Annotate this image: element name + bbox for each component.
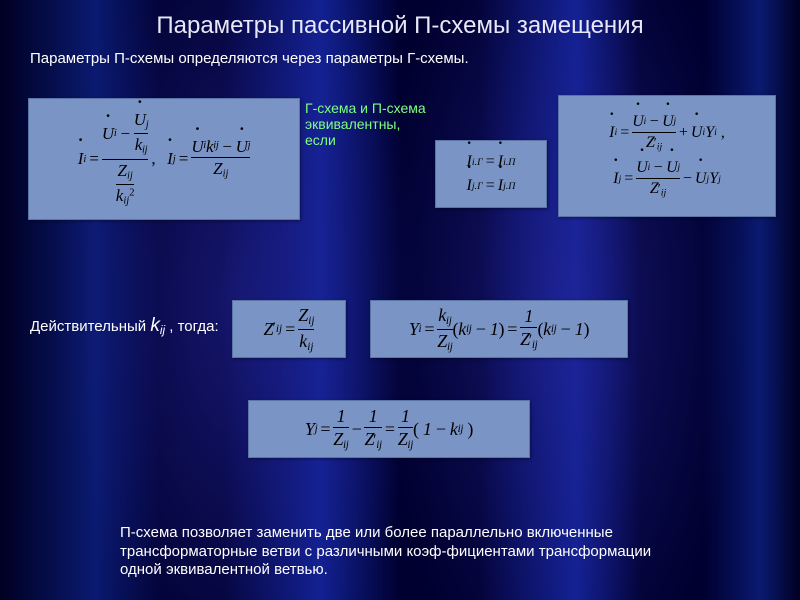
real-kij-suffix: , тогда:	[165, 318, 219, 335]
eq-box-equivalence: Ii.Г = Ii.П Ij.Г = Ij.П	[435, 140, 547, 208]
eq-box-yi: Yi = kij Zij (kij − 1) = 1 Z′ij (kij − 1…	[370, 300, 628, 358]
eq-box-yj: Yj = 1 Zij − 1 Z′ij = 1 Zij ( 1 − kij )	[248, 400, 530, 458]
eq-box-zprime: Z′ij = Zij kij	[232, 300, 346, 358]
slide-subtitle: Параметры П-схемы определяются через пар…	[30, 50, 510, 67]
real-kij-prefix: Действительный	[30, 318, 150, 335]
equivalence-note: Г-схема и П-схема эквивалентны, если	[305, 100, 430, 148]
slide: Параметры пассивной П-схемы замещения Па…	[0, 0, 800, 600]
slide-title: Параметры пассивной П-схемы замещения	[0, 12, 800, 40]
bottom-paragraph: П-схема позволяет заменить две или более…	[120, 524, 680, 580]
real-kij-label: Действительный kij , тогда:	[30, 315, 225, 337]
eq-box-pi-currents: Ii = Ui − Uj Z′ij + Ui Yi , Ij =	[558, 95, 776, 217]
eq-box-gamma-currents: Ii = Ui − Uj kij Zij kij2	[28, 98, 300, 220]
